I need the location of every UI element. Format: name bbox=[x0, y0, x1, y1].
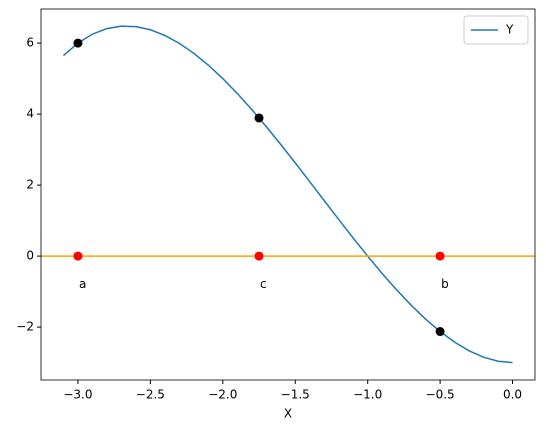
x-tick-label: −3.0 bbox=[63, 388, 92, 402]
x-tick-label: −2.5 bbox=[136, 388, 165, 402]
zero-point bbox=[254, 251, 264, 261]
x-tick-label: −2.0 bbox=[208, 388, 237, 402]
y-tick-label: −2 bbox=[16, 320, 34, 334]
y-tick-label: 6 bbox=[26, 36, 34, 50]
annotation: a bbox=[79, 277, 86, 291]
line-series bbox=[62, 25, 513, 364]
x-tick-label: −1.0 bbox=[353, 388, 382, 402]
legend-label: Y bbox=[505, 23, 514, 37]
annotation: b bbox=[441, 277, 449, 291]
zero-point bbox=[435, 251, 445, 261]
x-tick-label: −1.5 bbox=[281, 388, 310, 402]
x-tick-label: 0.0 bbox=[503, 388, 522, 402]
point bbox=[435, 327, 445, 337]
x-axis-label: X bbox=[284, 407, 292, 421]
annotation: c bbox=[260, 277, 267, 291]
y-tick-label: 2 bbox=[26, 178, 34, 192]
y-tick-label: 0 bbox=[26, 249, 34, 263]
plot-frame bbox=[40, 8, 536, 381]
x-tick-label: −0.5 bbox=[426, 388, 455, 402]
zero-point bbox=[73, 251, 83, 261]
point bbox=[73, 38, 83, 48]
y-tick-label: 4 bbox=[26, 107, 34, 121]
point bbox=[254, 113, 264, 123]
